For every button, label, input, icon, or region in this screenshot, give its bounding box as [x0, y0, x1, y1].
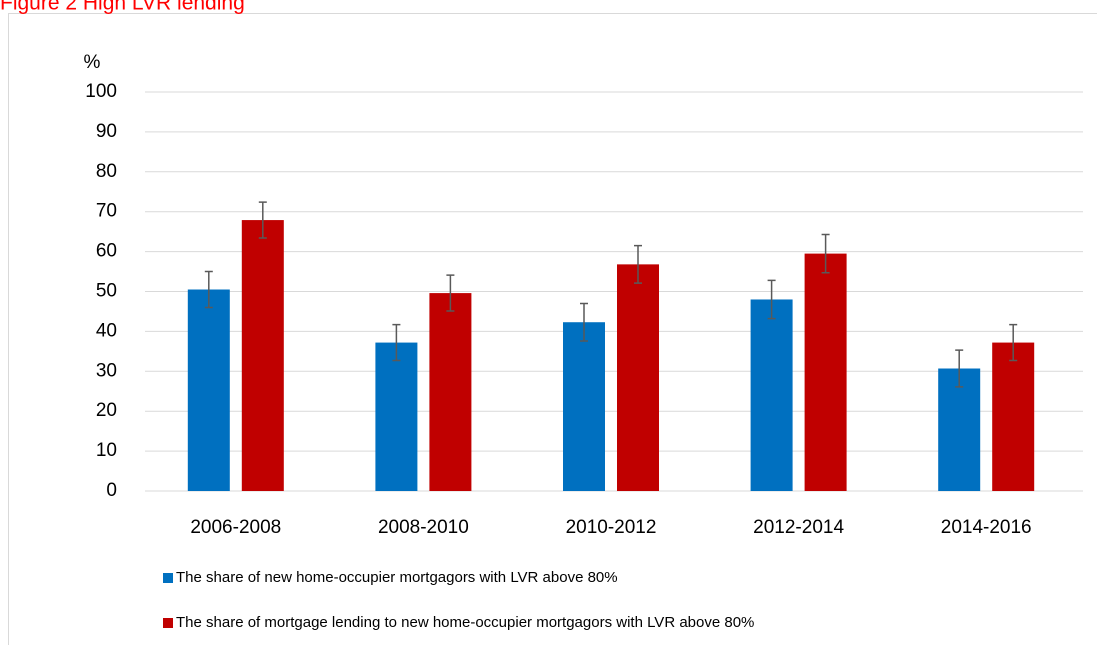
y-axis-label: %: [84, 52, 101, 73]
bar: [563, 322, 605, 491]
bar: [429, 293, 472, 491]
x-tick-label: 2012-2014: [753, 517, 844, 538]
chart-title: Figure 2 High LVR lending: [0, 0, 245, 15]
y-tick-label: 50: [96, 281, 117, 302]
legend-swatch: [163, 618, 173, 628]
y-tick-label: 20: [96, 400, 117, 421]
bar: [938, 368, 981, 491]
x-tick-label: 2008-2010: [378, 517, 469, 538]
error-bar: [955, 349, 964, 388]
legend-swatch: [163, 573, 173, 583]
y-tick-label: 80: [96, 161, 117, 182]
error-bar: [1009, 323, 1018, 362]
y-tick-label: 90: [96, 121, 117, 142]
error-bar: [204, 270, 213, 309]
chart-frame: [8, 13, 1097, 645]
legend-label: The share of mortgage lending to new hom…: [176, 614, 754, 631]
y-tick-label: 10: [96, 440, 117, 461]
error-bar: [580, 302, 588, 342]
legend-label: The share of new home-occupier mortgagor…: [176, 569, 618, 586]
x-tick-label: 2006-2008: [190, 517, 281, 538]
y-tick-label: 40: [96, 320, 117, 341]
y-tick-label: 0: [106, 480, 117, 501]
y-tick-label: 70: [96, 201, 117, 222]
bar: [187, 289, 230, 491]
bar: [375, 342, 418, 491]
bar: [992, 342, 1035, 491]
x-tick-label: 2010-2012: [566, 517, 657, 538]
bar: [617, 264, 659, 491]
error-bar: [392, 323, 401, 362]
error-bar: [821, 233, 830, 274]
bar: [804, 253, 847, 491]
bar: [241, 220, 284, 492]
x-tick-label: 2014-2016: [941, 517, 1032, 538]
y-tick-label: 30: [96, 360, 117, 381]
error-bar: [767, 279, 776, 320]
error-bar: [446, 274, 455, 312]
bar: [750, 299, 793, 491]
error-bar: [634, 244, 642, 284]
y-tick-label: 60: [96, 241, 117, 262]
y-tick-label: 100: [85, 81, 117, 102]
error-bar: [258, 201, 267, 239]
title-background: [0, 0, 370, 13]
